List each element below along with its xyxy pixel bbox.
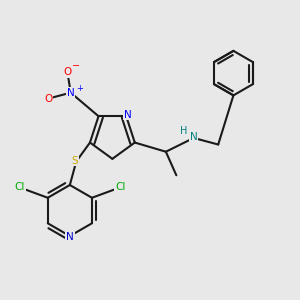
Text: S: S — [71, 156, 78, 166]
Text: Cl: Cl — [115, 182, 125, 192]
Text: N: N — [66, 232, 74, 242]
Text: N: N — [190, 132, 197, 142]
Text: −: − — [72, 61, 80, 71]
Text: H: H — [180, 126, 188, 136]
Text: +: + — [76, 84, 83, 93]
Text: N: N — [124, 110, 132, 120]
Text: N: N — [67, 88, 75, 98]
Text: O: O — [44, 94, 52, 103]
Text: O: O — [63, 68, 72, 77]
Text: Cl: Cl — [14, 182, 25, 192]
